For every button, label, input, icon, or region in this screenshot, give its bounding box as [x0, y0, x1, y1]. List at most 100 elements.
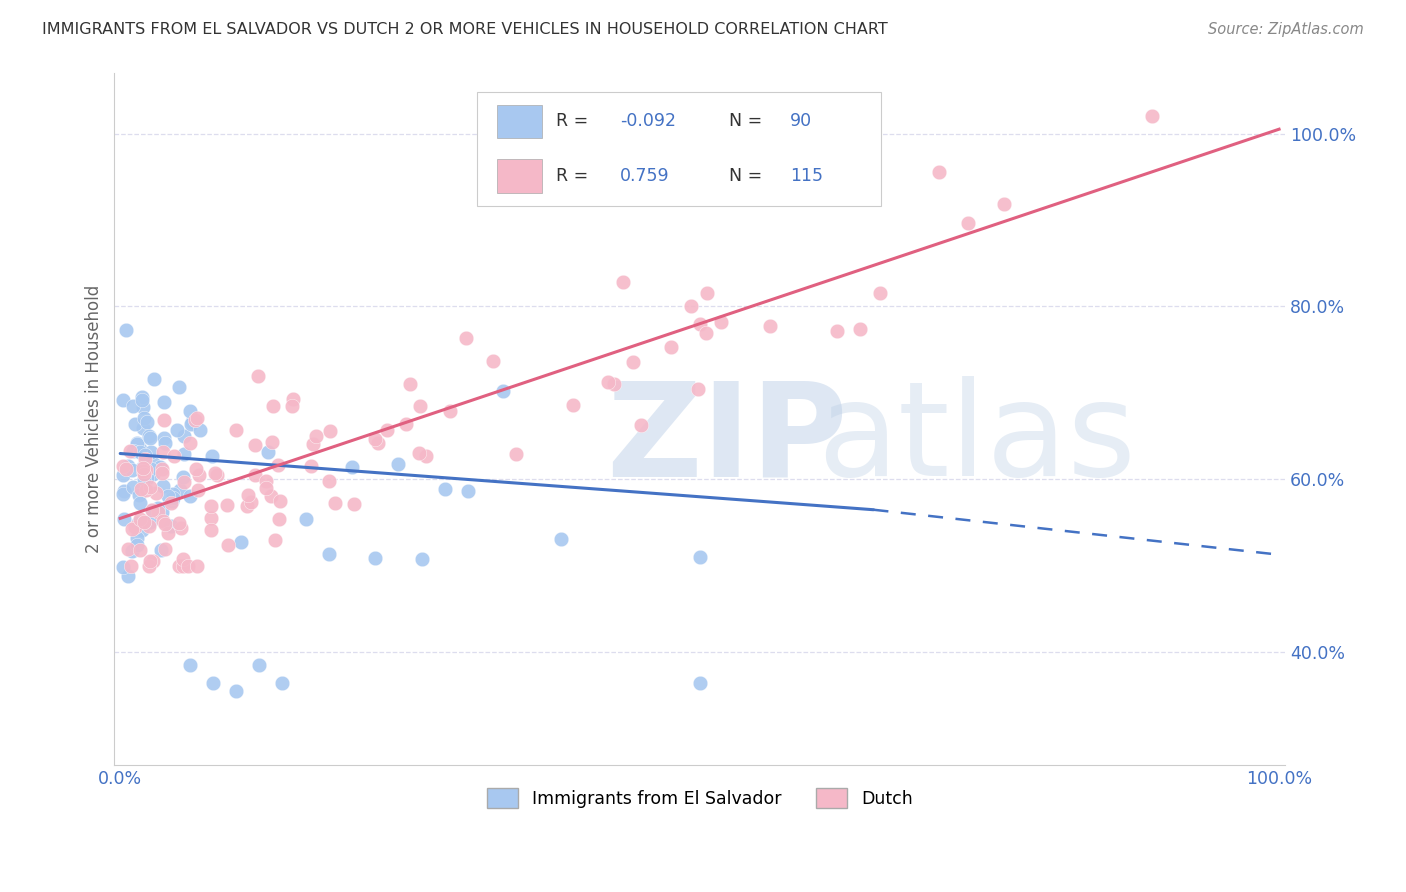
Point	[205, 468, 228, 483]
Point	[115, 323, 138, 337]
Point	[139, 480, 162, 494]
Point	[117, 459, 139, 474]
Point	[659, 340, 682, 354]
Text: R =: R =	[555, 112, 593, 130]
Point	[145, 486, 167, 500]
Point	[269, 494, 291, 508]
Point	[188, 468, 211, 483]
Text: N =: N =	[728, 167, 768, 185]
Point	[433, 482, 456, 496]
Point	[134, 449, 156, 463]
Point	[186, 558, 208, 573]
Point	[200, 523, 222, 537]
Point	[148, 500, 170, 515]
Point	[167, 558, 190, 573]
Point	[256, 481, 278, 495]
Point	[127, 437, 149, 451]
Point	[367, 436, 389, 450]
Point	[117, 569, 139, 583]
Point	[125, 537, 148, 551]
Point	[127, 516, 149, 531]
Point	[505, 447, 527, 461]
Point	[225, 684, 247, 698]
Point	[612, 275, 634, 289]
Point	[482, 353, 505, 368]
Point	[152, 514, 174, 528]
Point	[236, 499, 259, 513]
Point	[200, 499, 222, 513]
Point	[155, 541, 177, 556]
Point	[153, 436, 176, 450]
Point	[128, 488, 150, 502]
Point	[121, 399, 143, 413]
Point	[364, 433, 387, 447]
Point	[150, 462, 173, 476]
Point	[131, 393, 153, 408]
Point	[169, 516, 191, 531]
Point	[139, 515, 162, 529]
Point	[117, 542, 139, 557]
Point	[160, 519, 183, 533]
Point	[160, 494, 183, 508]
Point	[179, 435, 201, 450]
Point	[129, 445, 152, 459]
Point	[129, 512, 152, 526]
Point	[127, 531, 149, 545]
Point	[152, 479, 174, 493]
Point	[138, 558, 160, 573]
Point	[162, 487, 184, 501]
Point	[305, 428, 328, 442]
Point	[957, 216, 980, 230]
Text: Source: ZipAtlas.com: Source: ZipAtlas.com	[1208, 22, 1364, 37]
Point	[132, 515, 155, 529]
Point	[603, 377, 626, 392]
Point	[131, 523, 153, 537]
Point	[689, 675, 711, 690]
Point	[562, 398, 585, 412]
Point	[121, 463, 143, 477]
Point	[152, 444, 174, 458]
Text: -0.092: -0.092	[620, 112, 676, 130]
Point	[148, 460, 170, 475]
Point	[1140, 109, 1163, 123]
Point	[343, 497, 366, 511]
Point	[131, 390, 153, 404]
Point	[201, 675, 224, 690]
Point	[142, 457, 165, 471]
Point	[928, 165, 950, 179]
Point	[141, 503, 163, 517]
Point	[172, 558, 194, 573]
Point	[262, 400, 284, 414]
Point	[139, 431, 162, 445]
Point	[229, 535, 252, 549]
Point	[394, 417, 416, 431]
Point	[695, 326, 717, 340]
Point	[217, 498, 239, 512]
Text: 115: 115	[790, 167, 823, 185]
Point	[152, 413, 174, 427]
Point	[409, 399, 432, 413]
Point	[491, 384, 513, 399]
Point	[121, 522, 143, 536]
Point	[260, 489, 283, 503]
Text: atlas: atlas	[817, 376, 1136, 503]
Point	[169, 521, 191, 535]
Point	[124, 417, 146, 432]
Point	[112, 483, 135, 498]
Point	[271, 675, 294, 690]
Point	[128, 543, 150, 558]
Point	[173, 475, 195, 489]
Point	[689, 550, 711, 565]
Point	[139, 554, 162, 568]
Point	[236, 488, 259, 502]
Text: 0.759: 0.759	[620, 167, 669, 185]
Point	[179, 658, 201, 673]
Point	[323, 495, 346, 509]
Point	[111, 486, 134, 500]
Point	[163, 449, 186, 463]
Text: R =: R =	[555, 167, 593, 185]
Text: N =: N =	[728, 112, 768, 130]
Point	[142, 467, 165, 481]
Point	[364, 551, 387, 566]
Point	[177, 558, 200, 573]
